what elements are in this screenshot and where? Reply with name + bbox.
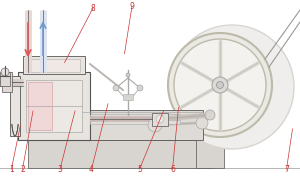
Text: 2: 2 <box>20 165 25 174</box>
Circle shape <box>205 110 215 120</box>
Text: 4: 4 <box>89 165 94 174</box>
Bar <box>152 113 168 126</box>
Bar <box>90 114 180 118</box>
Text: 6: 6 <box>170 165 175 174</box>
Text: 8: 8 <box>91 4 95 13</box>
Circle shape <box>126 73 130 77</box>
Bar <box>0 72 10 86</box>
Bar <box>2 72 12 92</box>
Bar <box>28 82 52 130</box>
Bar <box>28 140 213 168</box>
Bar <box>28 110 203 140</box>
Text: 7: 7 <box>284 165 289 174</box>
Circle shape <box>148 118 162 132</box>
Bar <box>123 94 133 100</box>
Bar <box>26 80 82 132</box>
Text: 9: 9 <box>130 2 134 11</box>
Bar <box>23 56 85 74</box>
Circle shape <box>212 77 228 93</box>
Circle shape <box>174 39 266 131</box>
Circle shape <box>217 81 224 88</box>
Text: 1: 1 <box>9 165 14 174</box>
Text: 5: 5 <box>137 165 142 174</box>
Text: 3: 3 <box>58 165 62 174</box>
Circle shape <box>196 117 208 129</box>
Circle shape <box>1 68 9 76</box>
Circle shape <box>170 25 294 149</box>
Bar <box>28 59 80 72</box>
Bar <box>90 120 180 124</box>
Circle shape <box>168 33 272 137</box>
Circle shape <box>156 115 164 123</box>
Bar <box>18 72 90 140</box>
Circle shape <box>137 85 143 91</box>
Bar <box>196 133 224 168</box>
Bar <box>10 76 20 136</box>
Circle shape <box>113 85 119 91</box>
